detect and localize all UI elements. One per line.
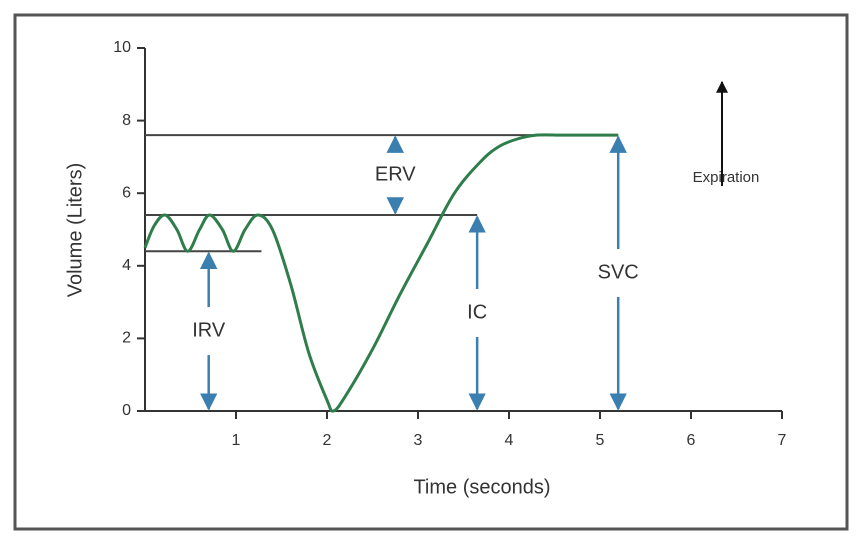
y-tick-label: 2 [122, 330, 131, 347]
y-tick-label: 4 [122, 257, 131, 274]
direction-label: Expiration [693, 169, 760, 186]
y-tick-label: 8 [122, 112, 131, 129]
annotation-label: SVC [598, 261, 639, 283]
x-tick-label: 4 [505, 432, 514, 449]
x-tick-label: 1 [232, 432, 241, 449]
volume-curve [143, 133, 619, 413]
frame [13, 13, 849, 531]
x-tick-label: 6 [687, 432, 696, 449]
y-tick-label: 0 [122, 402, 131, 419]
annotation-label: ERV [375, 163, 416, 185]
x-axis-label: Time (seconds) [413, 476, 550, 498]
y-axis-label: Volume (Liters) [64, 163, 86, 298]
x-tick-label: 3 [414, 432, 423, 449]
y-tick-label: 6 [122, 184, 131, 201]
x-tick-label: 5 [596, 432, 605, 449]
y-tick-label: 10 [113, 39, 131, 56]
annotation-label: IRV [192, 319, 226, 341]
annotation-label: IC [467, 301, 487, 323]
x-tick-label: 2 [323, 432, 332, 449]
x-tick-label: 7 [778, 432, 787, 449]
